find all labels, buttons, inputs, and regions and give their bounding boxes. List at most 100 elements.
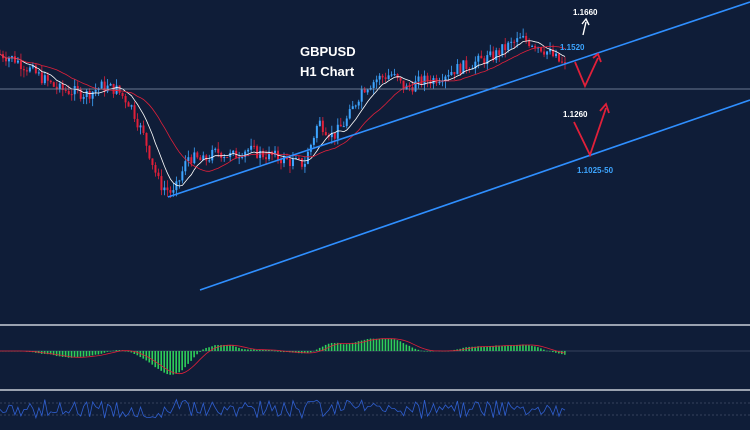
macd-bar (112, 350, 115, 352)
macd-bar (411, 347, 414, 351)
forecast-arrow-lower-head (599, 102, 610, 114)
candle-body (501, 44, 504, 56)
macd-bar (115, 350, 118, 351)
candle-body (444, 76, 447, 82)
candle-body (28, 67, 31, 72)
candle-body (10, 56, 13, 59)
macd-bar (226, 345, 228, 351)
candle-body (372, 82, 375, 88)
candle-body (378, 75, 381, 80)
candle-body (393, 74, 396, 76)
level-label-1-1520: 1.1520 (560, 43, 585, 52)
candle-body (462, 60, 465, 74)
candle-body (504, 44, 507, 51)
macd-bar (151, 351, 154, 365)
candle-body (342, 126, 345, 128)
candle-body (375, 79, 378, 83)
macd-bar (280, 351, 282, 352)
candle-body (540, 47, 543, 52)
candle-body (154, 165, 157, 173)
macd-bar (52, 351, 55, 356)
candle-body (489, 51, 492, 56)
candle-body (282, 156, 285, 164)
macd-bar (423, 351, 426, 352)
macd-bar (348, 343, 351, 351)
candle-body (34, 65, 37, 74)
candle-body (396, 74, 399, 78)
candle-body (46, 75, 49, 81)
candle-body (187, 157, 190, 162)
macd-bar (366, 339, 369, 351)
candle-body (414, 81, 417, 92)
macd-bar (384, 338, 387, 351)
candle-body (486, 55, 489, 64)
macd-bar (157, 351, 160, 369)
macd-bar (558, 351, 560, 354)
candle-body (67, 90, 70, 95)
candle-body (525, 35, 528, 41)
candle-body (291, 158, 294, 167)
candle-body (318, 120, 321, 127)
ma-slow-line (0, 45, 566, 172)
candle-body (37, 72, 40, 74)
candle-body (312, 138, 315, 145)
macd-bar (318, 347, 321, 351)
candle-body (456, 64, 459, 75)
macd-bar (339, 343, 342, 351)
candle-body (453, 72, 456, 75)
macd-bar (522, 344, 524, 351)
macd-bar (118, 350, 121, 351)
macd-bar (256, 350, 258, 351)
candle-body (555, 53, 558, 57)
candle-body (330, 132, 333, 138)
macd-bar (312, 351, 315, 352)
macd-bar (321, 346, 324, 351)
macd-bar (79, 351, 82, 357)
candle-body (268, 151, 271, 160)
candle-body (426, 75, 429, 82)
macd-bar (375, 338, 378, 351)
candle-body (88, 90, 91, 99)
macd-bar (345, 344, 348, 351)
macd-bar (175, 351, 177, 374)
macd-bar (330, 342, 333, 351)
macd-bar (516, 344, 518, 351)
candle-body (13, 56, 16, 63)
macd-bar (396, 340, 399, 351)
candle-body (133, 105, 136, 119)
candle-body (22, 69, 25, 71)
channel-lower-line (199, 99, 750, 291)
candle-body (91, 91, 94, 99)
candle-body (181, 171, 184, 181)
candle-body (510, 41, 513, 43)
candle-body (336, 124, 339, 139)
candle-body (226, 156, 229, 158)
candle-body (256, 146, 259, 158)
oscillator-line (0, 398, 566, 420)
macd-bar (489, 346, 491, 351)
candle-body (354, 105, 357, 107)
candle-body (82, 97, 85, 99)
macd-bar (474, 346, 476, 351)
macd-bar (477, 346, 479, 351)
candle-body (519, 37, 522, 39)
candle-body (498, 50, 501, 56)
candle-body (366, 89, 369, 93)
macd-bar (531, 345, 533, 351)
candle-body (495, 50, 498, 61)
macd-bar (543, 349, 545, 351)
macd-bar (91, 351, 94, 356)
macd-bar (471, 346, 473, 351)
macd-bar (202, 349, 204, 351)
macd-bar (420, 350, 423, 352)
macd-bar (190, 351, 192, 361)
macd-bar (61, 351, 64, 357)
macd-bar (363, 339, 366, 351)
candle-body (423, 75, 426, 85)
candle-body (399, 77, 402, 81)
macd-bar (399, 341, 402, 351)
macd-bar (408, 345, 411, 351)
macd-bar (268, 349, 270, 351)
candle-body (4, 58, 7, 62)
